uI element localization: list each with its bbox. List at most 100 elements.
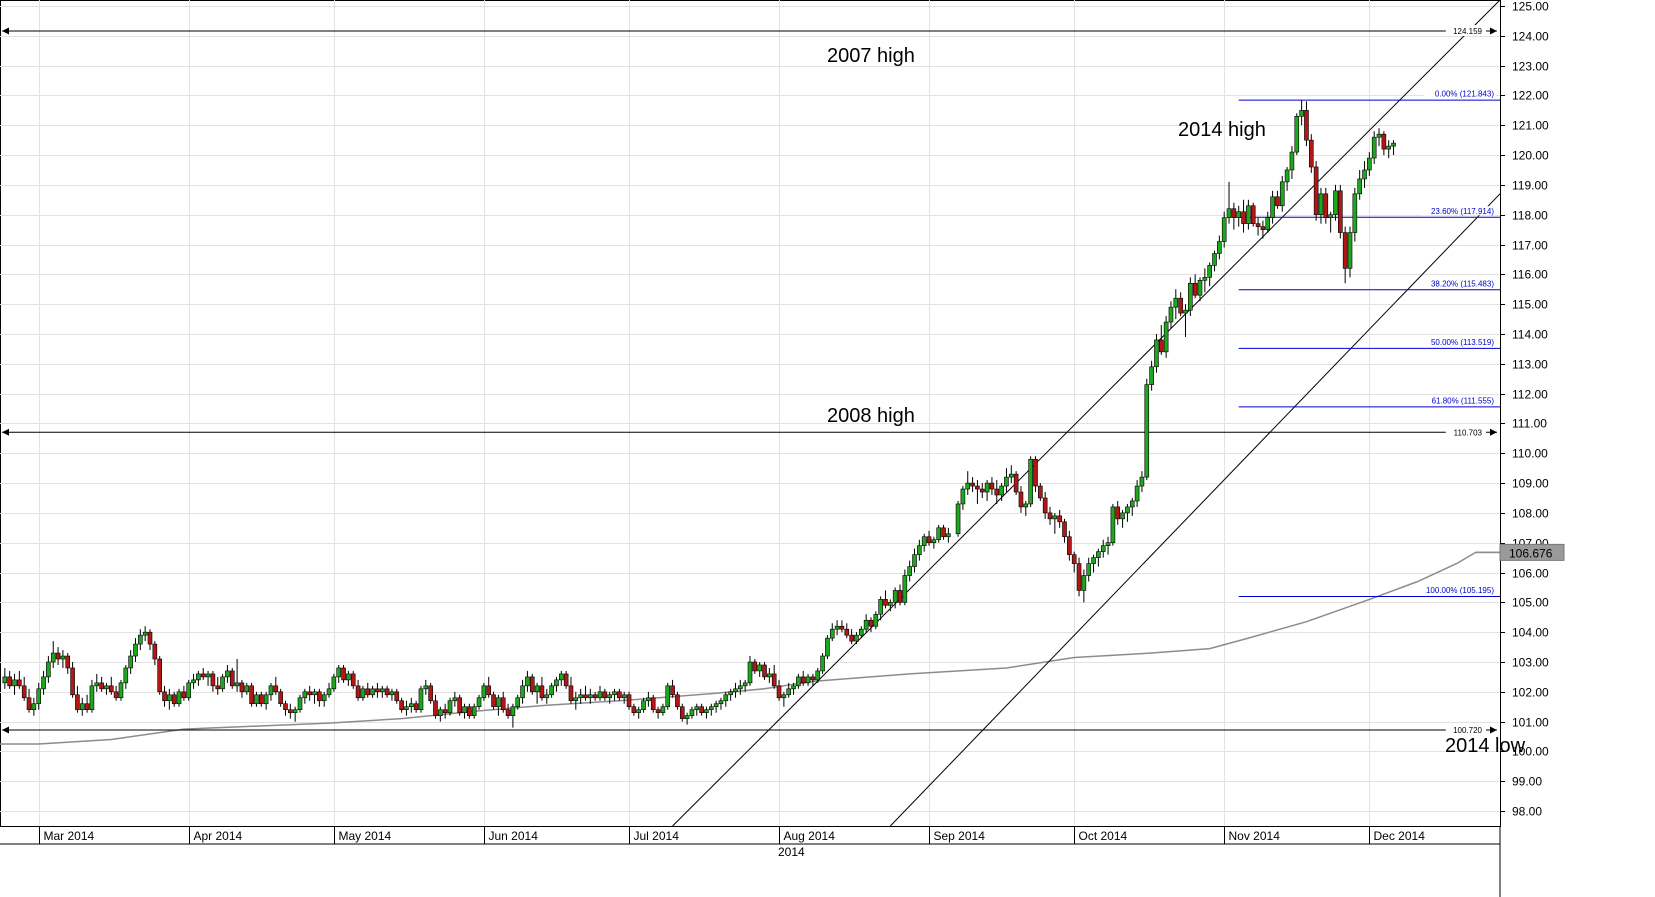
candle-down <box>762 661 767 680</box>
candle-body <box>500 697 506 711</box>
candle-up <box>244 682 250 695</box>
candle-body <box>1318 193 1324 216</box>
candle-down <box>399 697 404 713</box>
level-arrow-left <box>2 428 9 436</box>
candle-up <box>12 673 17 695</box>
candle-up <box>1270 190 1275 224</box>
candle-body <box>636 709 642 713</box>
candle-body <box>46 661 51 678</box>
level-arrow-left <box>2 27 9 35</box>
candle-body <box>1105 542 1111 546</box>
candle-body <box>244 685 250 693</box>
candle-body <box>912 554 917 567</box>
candle-down <box>65 653 71 674</box>
candle-body <box>1076 563 1082 591</box>
candle-down <box>1381 131 1387 156</box>
candle-body <box>931 539 937 544</box>
candle-body <box>621 694 627 699</box>
candle-up <box>104 682 109 695</box>
x-tick-label: May 2014 <box>339 829 392 843</box>
candle-body <box>433 700 438 716</box>
candle-body <box>573 697 579 702</box>
candle-body <box>1004 476 1009 487</box>
candle-body <box>1367 157 1372 171</box>
candle-body <box>534 685 540 693</box>
candle-up <box>1265 211 1271 233</box>
candle-down <box>307 685 312 701</box>
candle-body <box>428 685 433 702</box>
candle-body <box>883 599 888 606</box>
candle-body <box>568 685 574 702</box>
candle-body <box>41 676 46 690</box>
candle-down <box>1323 187 1329 224</box>
candle-up <box>1149 360 1154 391</box>
candle-up <box>999 483 1004 501</box>
candle-up <box>858 626 864 639</box>
candle-body <box>704 709 709 713</box>
candle-down <box>70 661 75 698</box>
candle-body <box>394 691 400 702</box>
x-tick-label: Sep 2014 <box>934 829 986 843</box>
candle-body <box>631 706 637 713</box>
y-tick-label: 125.00 <box>1512 0 1549 14</box>
candle-down <box>529 673 535 695</box>
candle-body <box>346 673 351 681</box>
candle-body <box>907 566 912 576</box>
candle-body <box>646 697 651 702</box>
candle-down <box>1018 486 1024 513</box>
candle-up <box>1371 131 1377 165</box>
candle-body <box>128 655 133 669</box>
candle-body <box>1236 211 1242 218</box>
candle-body <box>1197 280 1203 296</box>
candle-body <box>1173 297 1179 308</box>
candle-body <box>520 685 525 699</box>
candle-down <box>428 682 433 704</box>
candle-body <box>1250 205 1256 224</box>
candle-body <box>525 676 530 687</box>
candle-body <box>946 533 951 538</box>
candle-body <box>384 688 390 696</box>
y-tick-label: 117.00 <box>1512 239 1548 253</box>
candle-body <box>413 703 419 711</box>
candle-down <box>108 676 114 695</box>
candle-body <box>529 676 535 693</box>
candle-up <box>1197 277 1203 302</box>
candle-body <box>1042 497 1048 514</box>
candle-body <box>1352 193 1358 233</box>
level-arrow-right <box>1490 726 1497 734</box>
trend-channel <box>672 0 1501 827</box>
candle-body <box>747 661 753 684</box>
candle-down <box>539 676 545 701</box>
candle-body <box>21 685 27 699</box>
candle-up <box>1367 152 1372 176</box>
candle-body <box>1144 384 1150 478</box>
candle-up <box>462 703 467 719</box>
candle-body <box>1231 208 1237 218</box>
candle-body <box>1391 142 1396 147</box>
candle-body <box>650 697 656 711</box>
last-price-box <box>1499 543 1565 561</box>
candle-body <box>505 709 511 716</box>
candle-up <box>554 676 559 692</box>
candle-up <box>196 670 201 686</box>
candle-body <box>462 706 467 713</box>
candle-up <box>747 656 753 686</box>
candle-up <box>1284 166 1290 191</box>
candle-body <box>36 688 42 705</box>
candle-body <box>602 691 608 699</box>
candle-up <box>1352 187 1358 242</box>
candle-body <box>549 685 554 696</box>
candle-up <box>815 667 821 683</box>
candle-body <box>341 667 346 681</box>
candle-up <box>1134 480 1140 507</box>
candle-up <box>738 679 743 695</box>
candle-body <box>331 676 337 690</box>
candle-down <box>1304 101 1309 147</box>
candle-body <box>89 685 95 711</box>
candle-body <box>1192 282 1198 296</box>
candle-down <box>970 477 975 493</box>
candle-body <box>1091 557 1096 564</box>
candle-body <box>467 706 472 716</box>
candle-up <box>1120 509 1125 528</box>
candle-up <box>733 682 738 698</box>
